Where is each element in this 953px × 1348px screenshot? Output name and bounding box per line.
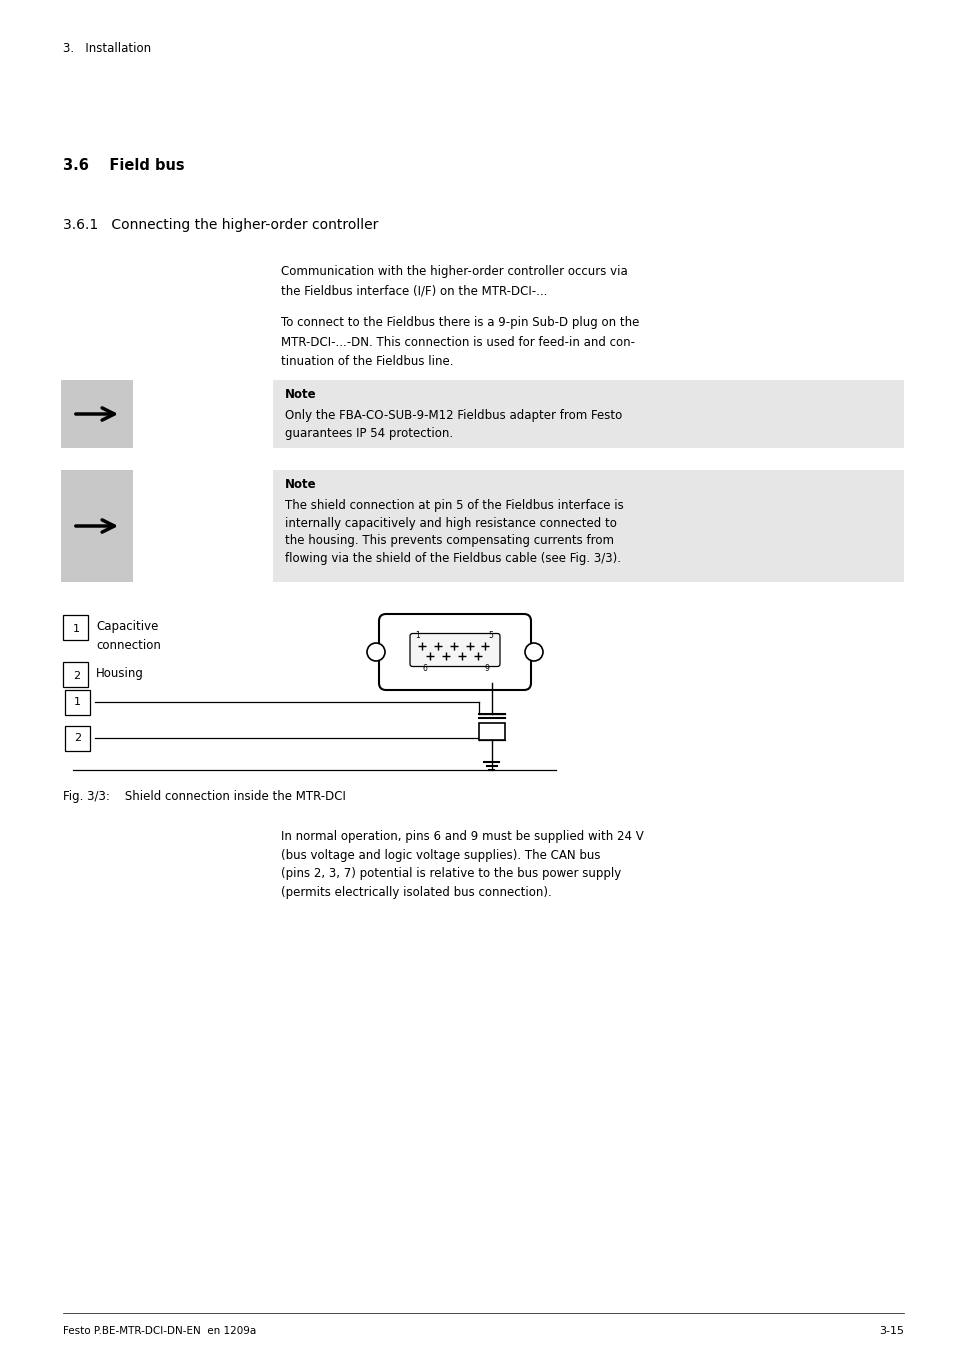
Text: Housing: Housing — [96, 667, 144, 679]
Text: 3.6.1   Connecting the higher-order controller: 3.6.1 Connecting the higher-order contro… — [63, 218, 378, 232]
Text: Festo P.BE-MTR-DCI-DN-EN  en 1209a: Festo P.BE-MTR-DCI-DN-EN en 1209a — [63, 1326, 256, 1336]
Bar — [65, 689, 90, 714]
Text: Note: Note — [285, 388, 316, 400]
Text: 1: 1 — [416, 631, 420, 640]
Text: 1: 1 — [74, 697, 81, 706]
Text: Note: Note — [285, 479, 316, 491]
Bar — [65, 725, 90, 751]
Bar — [63, 615, 88, 640]
Text: Only the FBA-CO-SUB-9-M12 Fieldbus adapter from Festo
guarantees IP 54 protectio: Only the FBA-CO-SUB-9-M12 Fieldbus adapt… — [285, 408, 621, 439]
Circle shape — [524, 643, 542, 661]
Text: tinuation of the Fieldbus line.: tinuation of the Fieldbus line. — [281, 355, 453, 368]
Text: 1: 1 — [73, 624, 80, 634]
Text: The shield connection at pin 5 of the Fieldbus interface is
internally capacitiv: The shield connection at pin 5 of the Fi… — [285, 499, 623, 565]
Bar — [63, 662, 88, 687]
Text: Fig. 3/3:    Shield connection inside the MTR-DCI: Fig. 3/3: Shield connection inside the M… — [63, 790, 346, 803]
Text: 3-15: 3-15 — [878, 1326, 903, 1336]
Text: 3.6    Field bus: 3.6 Field bus — [63, 158, 185, 173]
Text: Communication with the higher-order controller occurs via: Communication with the higher-order cont… — [281, 266, 627, 278]
Bar — [273, 380, 903, 448]
Bar — [273, 470, 903, 582]
Text: 9: 9 — [484, 665, 489, 673]
FancyBboxPatch shape — [378, 613, 531, 690]
Bar — [61, 470, 132, 582]
Text: In normal operation, pins 6 and 9 must be supplied with 24 V
(bus voltage and lo: In normal operation, pins 6 and 9 must b… — [281, 830, 643, 899]
Text: To connect to the Fieldbus there is a 9-pin Sub-D plug on the: To connect to the Fieldbus there is a 9-… — [281, 315, 639, 329]
Bar — [478, 723, 504, 740]
Text: 2: 2 — [74, 733, 81, 743]
Text: MTR-DCI-...-DN. This connection is used for feed-in and con-: MTR-DCI-...-DN. This connection is used … — [281, 336, 635, 349]
Text: 3.   Installation: 3. Installation — [63, 42, 151, 55]
Bar — [61, 380, 132, 448]
Text: 5: 5 — [488, 631, 493, 640]
Circle shape — [367, 643, 385, 661]
Text: 2: 2 — [72, 670, 80, 681]
FancyBboxPatch shape — [410, 634, 499, 666]
Text: 6: 6 — [422, 665, 427, 673]
Text: the Fieldbus interface (I/F) on the MTR-DCI-...: the Fieldbus interface (I/F) on the MTR-… — [281, 284, 547, 298]
Text: connection: connection — [96, 639, 161, 652]
Text: Capacitive: Capacitive — [96, 620, 158, 634]
